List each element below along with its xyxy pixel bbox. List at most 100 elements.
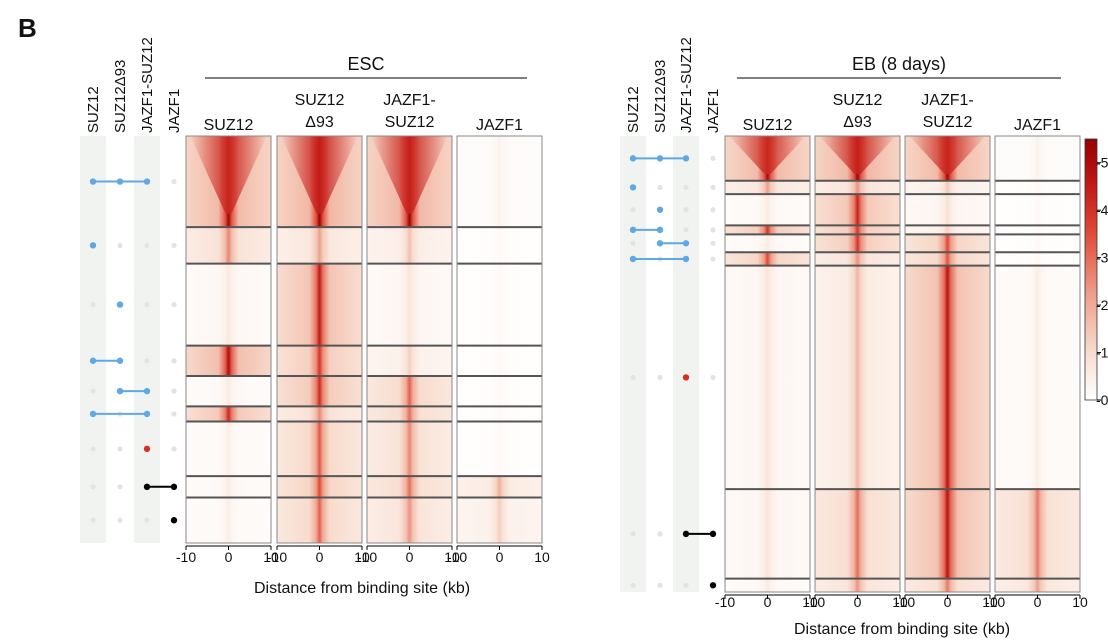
heatmap-funnel [281, 136, 358, 214]
heatmap-block [815, 578, 900, 592]
heatmap-block [457, 345, 542, 376]
heatmap-block [725, 252, 810, 266]
inactive-dot [117, 242, 123, 248]
condition-label: JAZF1-SUZ12 [678, 37, 695, 133]
matrix-column [161, 136, 187, 543]
active-dot [143, 387, 151, 395]
inactive-dot [171, 301, 177, 308]
esc-panel: SUZ12 SUZ12Δ93 JAZF1-SUZ12 JAZF1ESCSUZ12SUZ… [80, 37, 550, 597]
x-tick-label: -10 [267, 549, 287, 565]
active-dot [709, 582, 717, 589]
active-dot [89, 242, 97, 249]
x-tick-label: -10 [176, 549, 196, 565]
heatmap-block [725, 180, 810, 195]
x-tick-label: -10 [357, 549, 377, 565]
inactive-dot [710, 155, 716, 161]
column-label: JAZF1 [1014, 117, 1061, 134]
condition-label: JAZF1 [166, 89, 183, 133]
x-tick-label: -10 [895, 594, 915, 610]
heatmap-funnel [729, 136, 806, 174]
heatmap-block [815, 225, 900, 235]
heatmap-block [186, 476, 271, 498]
x-tick-label: 10 [892, 594, 908, 610]
heatmap-border [994, 135, 1081, 593]
inactive-dot [171, 242, 177, 248]
heatmap-block [367, 406, 452, 422]
x-tick-label: -10 [805, 594, 825, 610]
heatmap-block [277, 476, 362, 498]
active-dot [170, 517, 178, 524]
x-tick-label: 10 [982, 594, 998, 610]
inactive-dot [90, 517, 96, 523]
inactive-dot [630, 207, 636, 213]
x-tick-label: 10 [1072, 594, 1088, 610]
inactive-dot [144, 301, 150, 308]
heatmap-border [724, 135, 811, 593]
heatmap-block [815, 234, 900, 253]
heatmap-block [725, 578, 810, 592]
heatmap-block [367, 421, 452, 477]
column-label: SUZ12 [204, 117, 254, 134]
heatmap-block [905, 234, 990, 253]
heatmap-block [277, 375, 362, 407]
condition-label: JAZF1-SUZ12 [139, 37, 156, 133]
inactive-dot [710, 227, 716, 233]
x-tick-label: 10 [263, 549, 279, 565]
x-tick-label: 10 [802, 594, 818, 610]
heatmap-block [277, 421, 362, 477]
group-title: EB (8 days) [852, 54, 946, 74]
x-tick-label: 0 [316, 549, 324, 565]
inactive-dot [657, 184, 663, 191]
colorbar-tick-label: -0 [1096, 392, 1108, 408]
inactive-dot [90, 301, 96, 308]
matrix-column [80, 136, 106, 543]
condition-label: SUZ12Δ93 [112, 60, 129, 133]
x-tick-label: 0 [944, 594, 952, 610]
column-label: SUZ12 [923, 114, 973, 131]
active-dot [89, 357, 97, 364]
inactive-dot [90, 388, 96, 394]
inactive-dot [117, 446, 123, 452]
column-label: SUZ12 [833, 92, 883, 109]
column-label: Δ93 [843, 114, 872, 131]
inactive-dot [90, 446, 96, 452]
heatmap-block [995, 578, 1080, 592]
inactive-dot [630, 374, 636, 381]
heatmap-block [815, 194, 900, 226]
active-dot [682, 374, 690, 381]
inactive-dot [90, 484, 96, 490]
inactive-dot [630, 240, 636, 246]
active-dot [682, 155, 690, 162]
x-tick-label: -10 [985, 594, 1005, 610]
active-dot [116, 178, 124, 185]
x-tick-label: 10 [354, 549, 370, 565]
heatmap-block [367, 497, 452, 543]
heatmap-block [457, 375, 542, 407]
heatmap-block [995, 194, 1080, 226]
heatmap-block [367, 227, 452, 264]
heatmap-block [457, 406, 542, 422]
column-label: SUZ12 [295, 92, 345, 109]
colorbar-scale [1084, 138, 1098, 401]
heatmap-block [277, 497, 362, 543]
heatmap-block [186, 497, 271, 543]
heatmap-block [905, 578, 990, 592]
inactive-dot [657, 531, 663, 537]
heatmap-block [905, 225, 990, 235]
inactive-dot [117, 517, 123, 523]
active-dot [682, 530, 690, 538]
x-tick-label: 10 [444, 549, 460, 565]
active-dot [629, 155, 637, 162]
active-dot [656, 155, 664, 162]
active-dot [143, 410, 151, 418]
inactive-dot [171, 446, 177, 452]
active-dot [89, 410, 97, 418]
heatmap-block [725, 234, 810, 253]
heatmap-block [725, 489, 810, 579]
active-dot [89, 178, 97, 185]
heatmap-block [457, 136, 542, 228]
heatmap-block [457, 227, 542, 264]
inactive-dot [657, 582, 663, 588]
inactive-dot [630, 531, 636, 537]
heatmap-block [186, 406, 271, 422]
